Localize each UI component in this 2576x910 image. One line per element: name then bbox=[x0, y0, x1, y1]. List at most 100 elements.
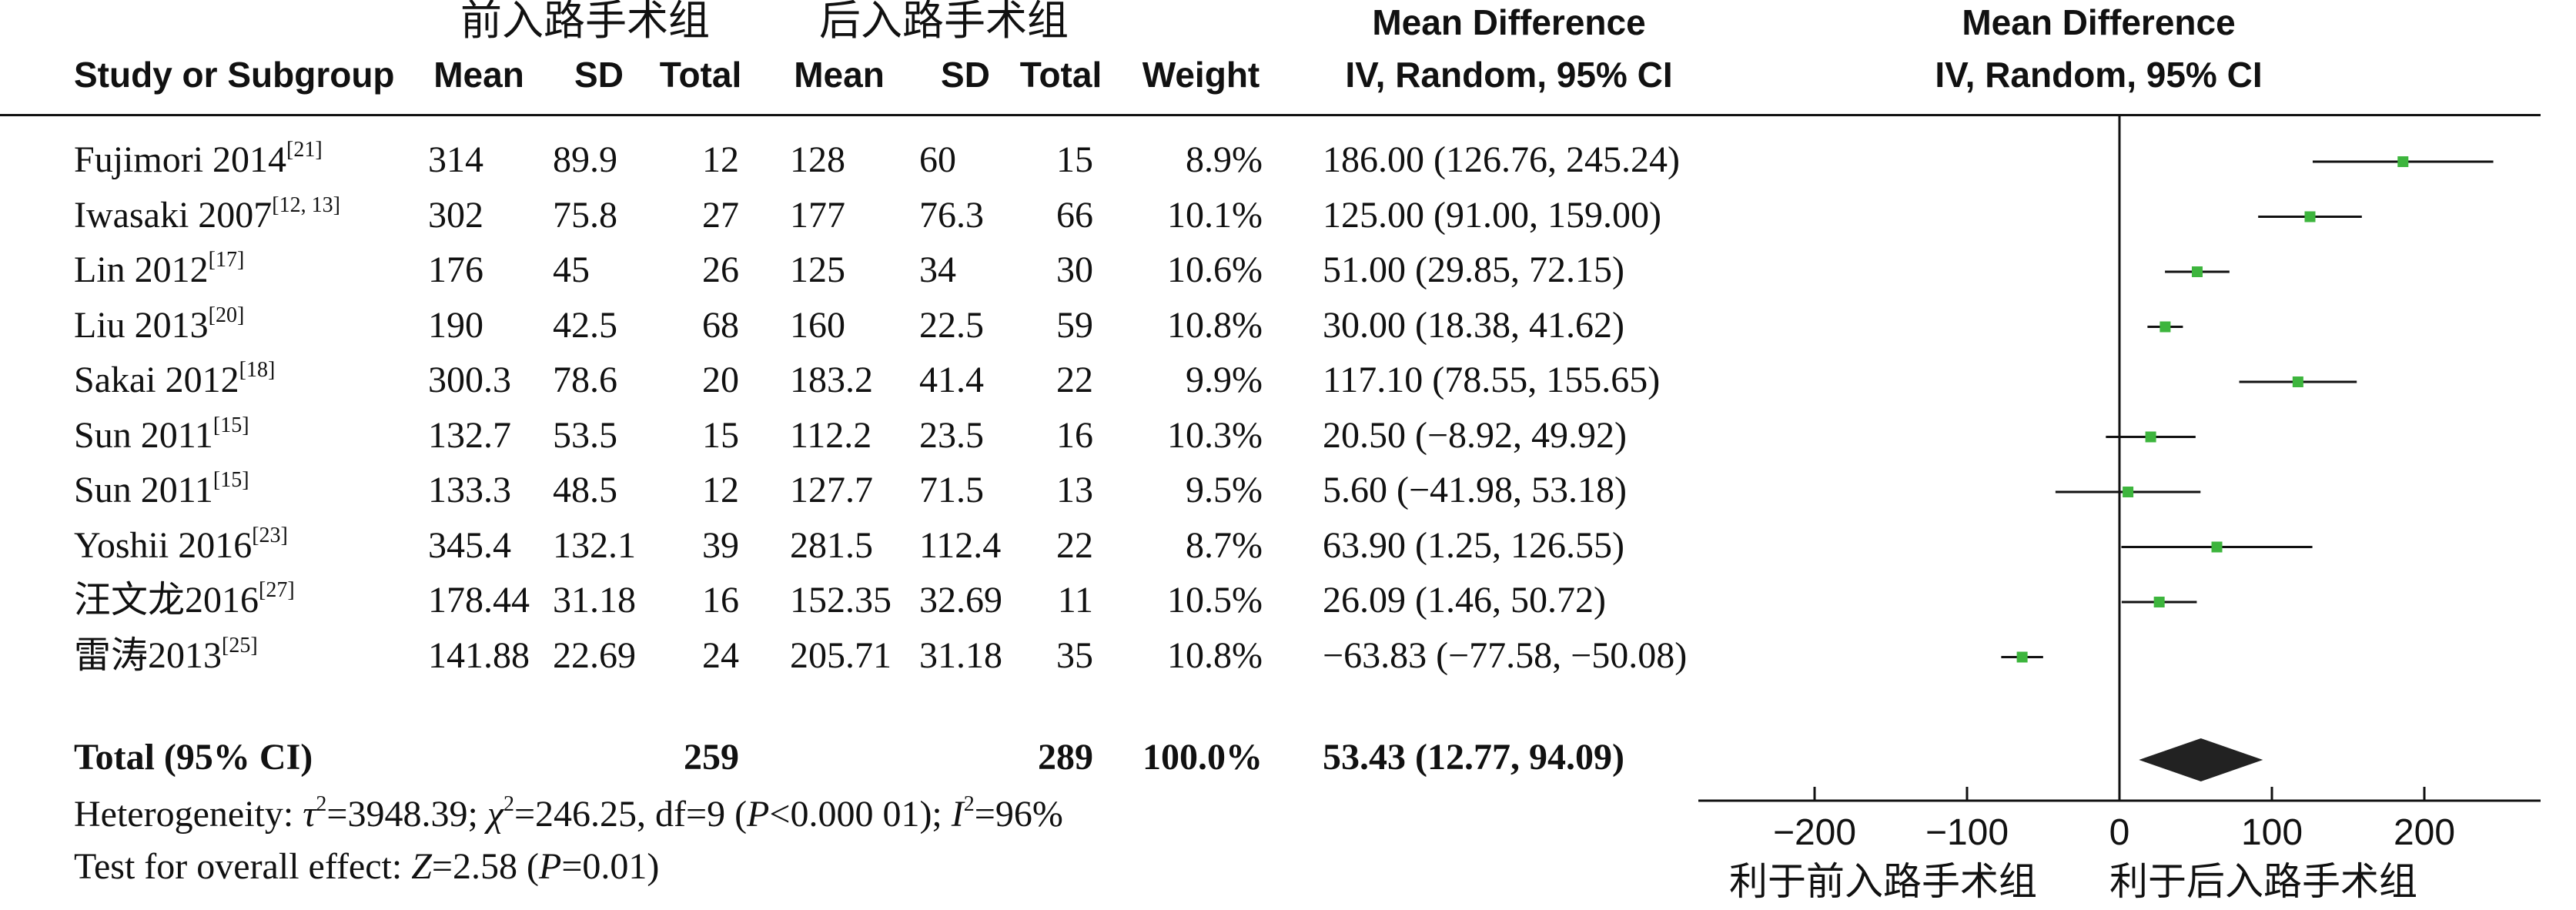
study-point bbox=[2191, 266, 2203, 277]
heterogeneity-line: Heterogeneity: τ2=3948.39; χ2=246.25, df… bbox=[74, 794, 1063, 835]
x-tick-label: 200 bbox=[2393, 812, 2456, 853]
n-right-cell: 35 bbox=[1056, 634, 1093, 676]
study-reference: [18] bbox=[239, 358, 276, 382]
forest-header-line1: Mean Difference bbox=[1962, 2, 2236, 42]
mean-left-cell: 178.44 bbox=[428, 580, 530, 621]
total-left-header: Total bbox=[659, 55, 742, 95]
n-right-cell: 15 bbox=[1056, 139, 1093, 180]
weight-cell: 10.8% bbox=[1167, 634, 1263, 676]
mean-right-cell: 152.35 bbox=[790, 580, 892, 621]
study-reference: [12, 13] bbox=[272, 192, 340, 217]
ci-cell: 63.90 (1.25, 126.55) bbox=[1323, 524, 1624, 566]
overall-effect-prefix: Test for overall effect: bbox=[74, 846, 412, 887]
n-left-cell: 15 bbox=[702, 414, 739, 456]
study-name-cell: 雷涛2013[25] bbox=[74, 633, 258, 674]
study-name-cell: Sun 2011[15] bbox=[74, 470, 249, 509]
study-point bbox=[2211, 541, 2223, 553]
mean-right-cell: 125 bbox=[790, 249, 845, 290]
study-reference: [25] bbox=[222, 633, 258, 657]
mean-right-cell: 160 bbox=[790, 304, 845, 346]
mean-right-cell: 177 bbox=[790, 194, 845, 236]
sd-left-cell: 132.1 bbox=[553, 524, 636, 566]
sd-left-cell: 75.8 bbox=[553, 194, 617, 236]
header-rule bbox=[0, 114, 2541, 116]
x-tick-label: −100 bbox=[1925, 812, 2009, 853]
n-right-cell: 59 bbox=[1056, 304, 1093, 346]
mean-right-cell: 183.2 bbox=[790, 360, 873, 400]
study-name: Iwasaki 2007 bbox=[74, 194, 273, 236]
mean-left-cell: 302 bbox=[428, 194, 483, 236]
n-left-cell: 24 bbox=[702, 634, 739, 676]
ci-cell: 51.00 (29.85, 72.15) bbox=[1323, 249, 1624, 290]
sd-right-cell: 23.5 bbox=[919, 414, 984, 456]
pooled-diamond bbox=[2139, 738, 2263, 781]
study-name-cell: Lin 2012[17] bbox=[74, 249, 244, 289]
study-name: Sakai 2012 bbox=[74, 360, 239, 400]
i-value: =96% bbox=[974, 794, 1063, 835]
n-right-cell: 66 bbox=[1056, 194, 1093, 236]
x-tick-label: −200 bbox=[1772, 812, 1857, 853]
ci-cell: 20.50 (−8.92, 49.92) bbox=[1323, 414, 1628, 456]
study-name-cell: 汪文龙2016[27] bbox=[74, 580, 295, 621]
tau-symbol: τ bbox=[303, 794, 316, 835]
total-right-header: Total bbox=[1019, 55, 1102, 95]
study-point bbox=[2123, 487, 2134, 497]
sd-left-cell: 48.5 bbox=[553, 470, 617, 510]
study-reference: [21] bbox=[286, 138, 323, 162]
x-tick-label: 0 bbox=[2109, 812, 2130, 853]
sd-right-header: SD bbox=[941, 55, 990, 95]
study-name: 汪文龙2016 bbox=[74, 580, 259, 621]
study-point bbox=[2153, 597, 2165, 607]
ci-cell: −63.83 (−77.58, −50.08) bbox=[1323, 634, 1688, 676]
forest-header-line2: IV, Random, 95% CI bbox=[1935, 55, 2263, 95]
sd-right-cell: 22.5 bbox=[919, 304, 984, 346]
mean-left-cell: 300.3 bbox=[428, 360, 511, 400]
weight-cell: 10.8% bbox=[1167, 304, 1263, 346]
heterogeneity-prefix: Heterogeneity: bbox=[74, 794, 303, 835]
total-label: Total (95% CI) bbox=[74, 737, 313, 778]
mean-right-cell: 205.71 bbox=[790, 634, 892, 676]
mean-left-cell: 190 bbox=[428, 304, 483, 346]
weight-cell: 10.1% bbox=[1167, 194, 1263, 236]
group-right-header: 后入路手术组 bbox=[819, 0, 1069, 44]
mean-left-cell: 314 bbox=[428, 139, 483, 180]
n-left-cell: 16 bbox=[702, 580, 739, 621]
study-reference: [23] bbox=[252, 523, 288, 547]
mean-left-header: Mean bbox=[433, 55, 524, 95]
study-reference: [20] bbox=[208, 303, 245, 327]
p-symbol: P bbox=[747, 794, 770, 835]
study-reference: [17] bbox=[208, 248, 245, 272]
mean-right-header: Mean bbox=[794, 55, 885, 95]
md-header-line2: IV, Random, 95% CI bbox=[1345, 55, 1673, 95]
sd-left-cell: 31.18 bbox=[553, 580, 636, 621]
i-symbol: I bbox=[951, 794, 964, 835]
total-n-left: 259 bbox=[684, 737, 739, 778]
ci-cell: 26.09 (1.46, 50.72) bbox=[1323, 580, 1606, 621]
ci-cell: 186.00 (126.76, 245.24) bbox=[1323, 139, 1680, 180]
study-reference: [15] bbox=[212, 413, 249, 437]
weight-header: Weight bbox=[1142, 55, 1260, 95]
mean-left-cell: 345.4 bbox=[428, 524, 511, 566]
study-name-cell: Fujimori 2014[21] bbox=[74, 139, 323, 180]
favours-right-label: 利于后入路手术组 bbox=[2109, 859, 2417, 904]
n-right-cell: 22 bbox=[1056, 360, 1093, 400]
n-left-cell: 12 bbox=[702, 139, 739, 180]
weight-cell: 9.5% bbox=[1186, 470, 1263, 510]
mean-right-cell: 127.7 bbox=[790, 470, 873, 510]
study-name-cell: Sun 2011[15] bbox=[74, 414, 249, 456]
chi-symbol: χ bbox=[487, 794, 503, 835]
n-left-cell: 20 bbox=[702, 360, 739, 400]
n-right-cell: 30 bbox=[1056, 249, 1093, 290]
sd-right-cell: 71.5 bbox=[919, 470, 984, 510]
ci-cell: 117.10 (78.55, 155.65) bbox=[1323, 360, 1661, 400]
study-name: Sun 2011 bbox=[74, 414, 213, 456]
ci-cell: 5.60 (−41.98, 53.18) bbox=[1323, 470, 1628, 510]
sd-right-cell: 31.18 bbox=[919, 634, 1002, 676]
study-name: Fujimori 2014 bbox=[74, 139, 287, 180]
x-tick-label: 100 bbox=[2240, 812, 2303, 853]
mean-right-cell: 112.2 bbox=[790, 414, 872, 456]
n-left-cell: 27 bbox=[702, 194, 739, 236]
sd-right-cell: 34 bbox=[919, 249, 956, 290]
study-point bbox=[2304, 211, 2316, 222]
